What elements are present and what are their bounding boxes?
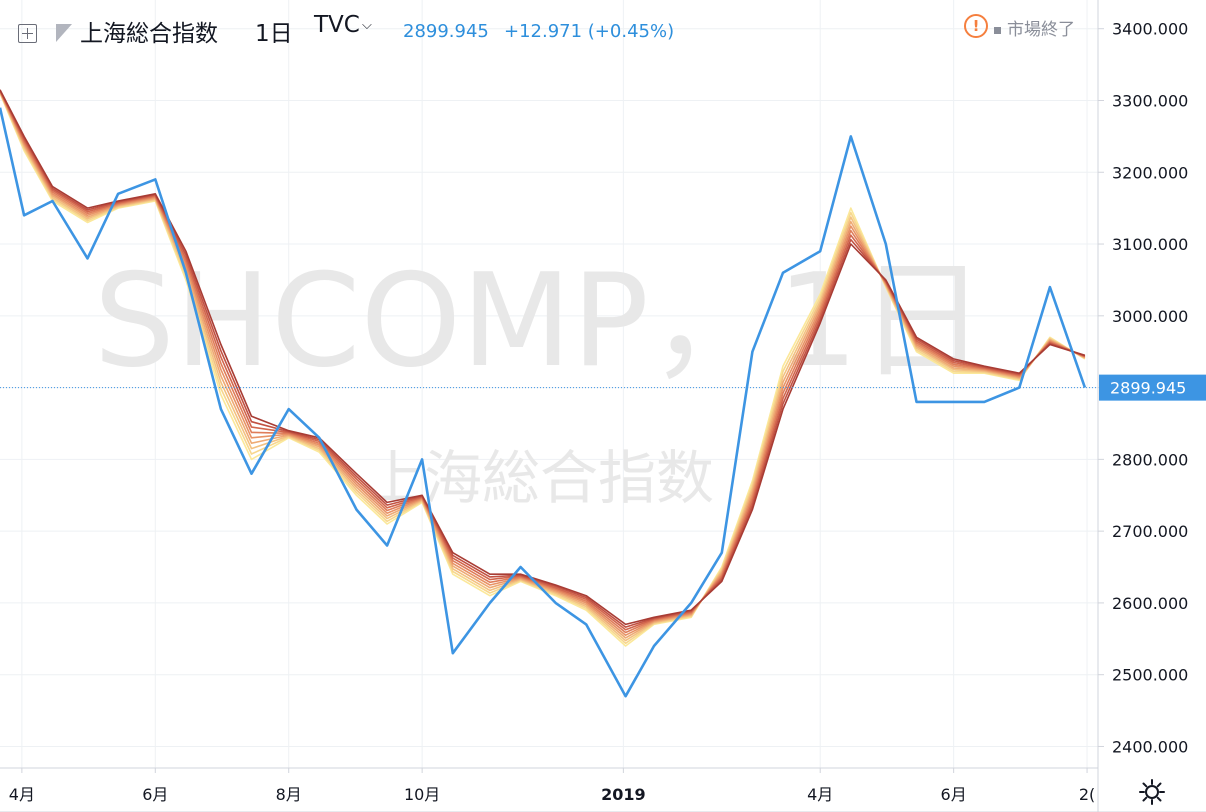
chart-header: 上海総合指数 1日 TVC ⌵ 2899.945 +12.971 (+0.45%…: [0, 0, 1098, 62]
x-tick-label: 4月: [9, 785, 35, 804]
x-tick-label: 8月: [276, 785, 302, 804]
interval-label[interactable]: 1日: [255, 21, 293, 47]
last-price-label: 2899.945: [1110, 379, 1186, 398]
y-tick-label: 3000.000: [1112, 307, 1188, 326]
y-tick-label: 3100.000: [1112, 235, 1188, 254]
y-tick-label: 2500.000: [1112, 666, 1188, 685]
price-axis: 3400.000 3300.000 3200.000 3100.000 3000.000…: [1097, 0, 1188, 812]
price-line: [0, 107, 1087, 698]
y-tick-label: 2800.000: [1112, 450, 1188, 469]
x-tick-label: 6月: [142, 785, 168, 804]
market-status-text: 市場終了: [1007, 20, 1075, 40]
price-series: [0, 107, 1087, 698]
gear-icon[interactable]: [1138, 778, 1166, 806]
y-tick-label: 2600.000: [1112, 594, 1188, 613]
last-price: 2899.945: [403, 21, 489, 42]
symbol-name[interactable]: 上海総合指数: [80, 21, 218, 47]
expand-button[interactable]: [18, 24, 37, 43]
price-change: +12.971 (+0.45%): [504, 21, 675, 42]
y-tick-label: 3400.000: [1112, 20, 1188, 39]
warning-icon[interactable]: !: [964, 14, 988, 38]
last-price-line: 2899.945: [0, 374, 1206, 401]
x-tick-label: 10月: [404, 785, 440, 804]
y-tick-label: 2400.000: [1112, 737, 1188, 756]
y-tick-label: 3300.000: [1112, 91, 1188, 110]
last-price-label-bg: [1099, 374, 1206, 401]
exchange-label[interactable]: TVC: [314, 12, 360, 38]
plus-icon-vertical: [26, 28, 28, 39]
chevron-down-icon[interactable]: ⌵: [362, 18, 372, 33]
time-axis: 4月 6月 8月 10月 2019 4月 6月 2(: [0, 767, 1206, 812]
market-status: 市場終了: [994, 15, 1075, 40]
x-tick-label: 2019: [601, 785, 646, 804]
y-tick-label: 3200.000: [1112, 163, 1188, 182]
flag-icon[interactable]: [56, 24, 72, 42]
x-tick-label: 2(: [1079, 785, 1095, 804]
x-tick-label: 6月: [941, 785, 967, 804]
y-tick-label: 2700.000: [1112, 522, 1188, 541]
x-tick-label: 4月: [807, 785, 833, 804]
status-dot-icon: [994, 26, 1001, 34]
